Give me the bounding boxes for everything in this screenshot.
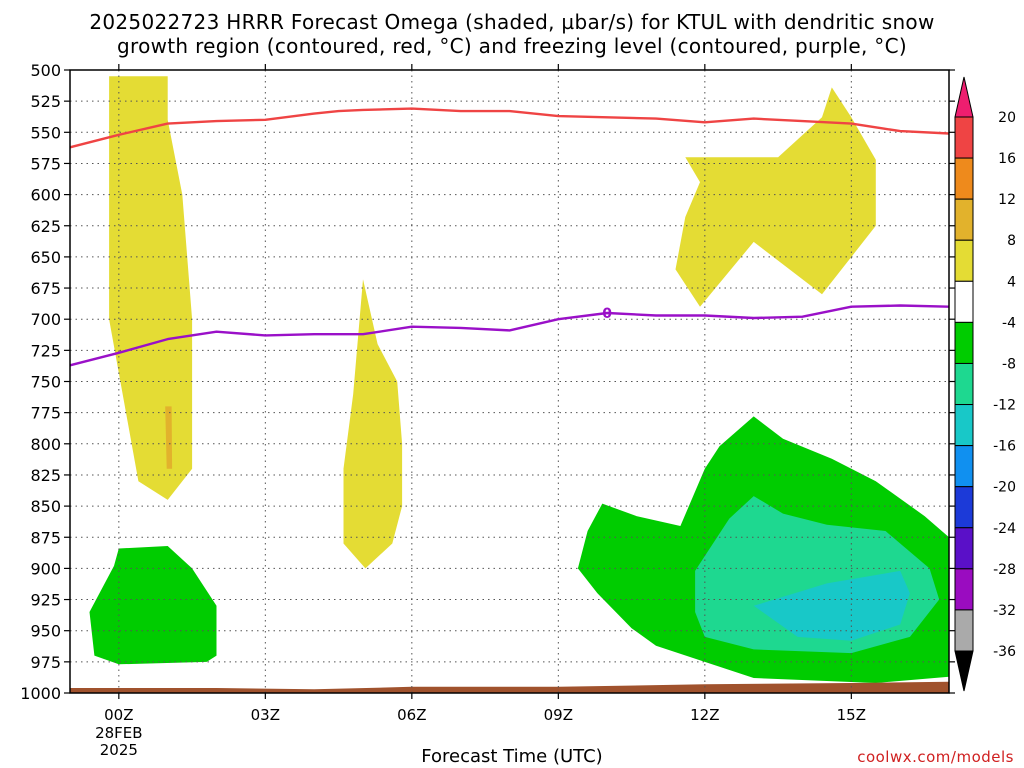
colorbar-swatch [954,404,974,447]
colorbar-label: 4 [1007,274,1016,290]
x-tick-sublabel: 2025 [100,741,138,759]
y-tick-label: 550 [30,123,61,142]
colorbar-bottom-arrow [954,650,974,692]
colorbar-label: -4 [1002,315,1016,331]
y-tick-label: 725 [30,341,61,360]
colorbar-label: -36 [993,644,1016,660]
contour-label: 0 [602,306,612,322]
y-tick-label: 975 [30,653,61,672]
y-tick-label: 875 [30,528,61,547]
y-tick-label: 900 [30,559,61,578]
colorbar-label: -16 [993,439,1016,455]
colorbar-label: 20 [998,110,1016,126]
colorbar-swatch [954,362,974,406]
colorbar-swatch [954,116,974,159]
colorbar-top-arrow [954,76,974,118]
surface-ground [70,681,949,693]
x-tick-label: 15Z [837,706,866,724]
contour-dendritic-growth-region [69,107,950,149]
x-tick-label: 03Z [251,706,280,724]
x-tick-sublabel: 28FEB [95,724,142,742]
y-tick-label: 500 [30,61,61,80]
colorbar-label: -32 [993,603,1016,619]
y-tick-label: 600 [30,186,61,205]
y-tick-label: 850 [30,497,61,516]
y-tick-label: 825 [30,466,61,485]
colorbar-label: -8 [1002,356,1016,372]
y-tick-label: 625 [30,217,61,236]
contour-freezing-level [69,304,950,367]
x-tick-label: 12Z [690,706,719,724]
chart-title-line-2: growth region (contoured, red, °C) and f… [117,34,907,58]
colorbar-swatch [954,445,974,488]
omega-region-omega-positive-core [165,406,173,469]
colorbar-swatch [954,239,974,282]
y-tick-label: 925 [30,591,61,610]
colorbar-swatch [954,321,974,364]
colorbar-label: 12 [998,192,1016,208]
colorbar-swatch [954,527,974,570]
colorbar-swatch [954,486,974,529]
x-tick-label: 00Z [104,706,133,724]
colorbar-swatch [954,157,974,200]
omega-region-omega-positive-c [675,87,876,307]
colorbar-label: -12 [993,398,1016,414]
y-tick-label: 775 [30,404,61,423]
y-tick-label: 575 [30,154,61,173]
x-axis-label: Forecast Time (UTC) [421,746,603,767]
omega-region-omega-negative-d [753,570,910,641]
colorbar-swatch [954,280,974,323]
colorbar-label: 8 [1007,233,1016,249]
x-tick-label: 06Z [397,706,426,724]
colorbar-label: 16 [998,151,1016,167]
y-tick-label: 525 [30,92,61,111]
colorbar-swatch [954,198,974,241]
omega-region-omega-positive-b [343,279,403,569]
y-tick-label: 1000 [20,684,61,703]
colorbar-swatch [954,568,974,611]
x-tick-label: 09Z [544,706,573,724]
colorbar-swatch [954,609,974,652]
y-tick-label: 675 [30,279,61,298]
y-tick-label: 750 [30,373,61,392]
y-tick-label: 800 [30,435,61,454]
colorbar-label: -24 [993,521,1016,537]
colorbar-label: -28 [993,562,1016,578]
chart-title-line-1: 2025022723 HRRR Forecast Omega (shaded, … [89,10,935,34]
y-tick-label: 700 [30,310,61,329]
y-tick-label: 650 [30,248,61,267]
site-credit: coolwx.com/models [857,748,1014,766]
omega-region-omega-negative-a [89,546,217,665]
omega-region-omega-positive-a [109,76,193,500]
y-tick-label: 950 [30,622,61,641]
colorbar-label: -20 [993,480,1016,496]
